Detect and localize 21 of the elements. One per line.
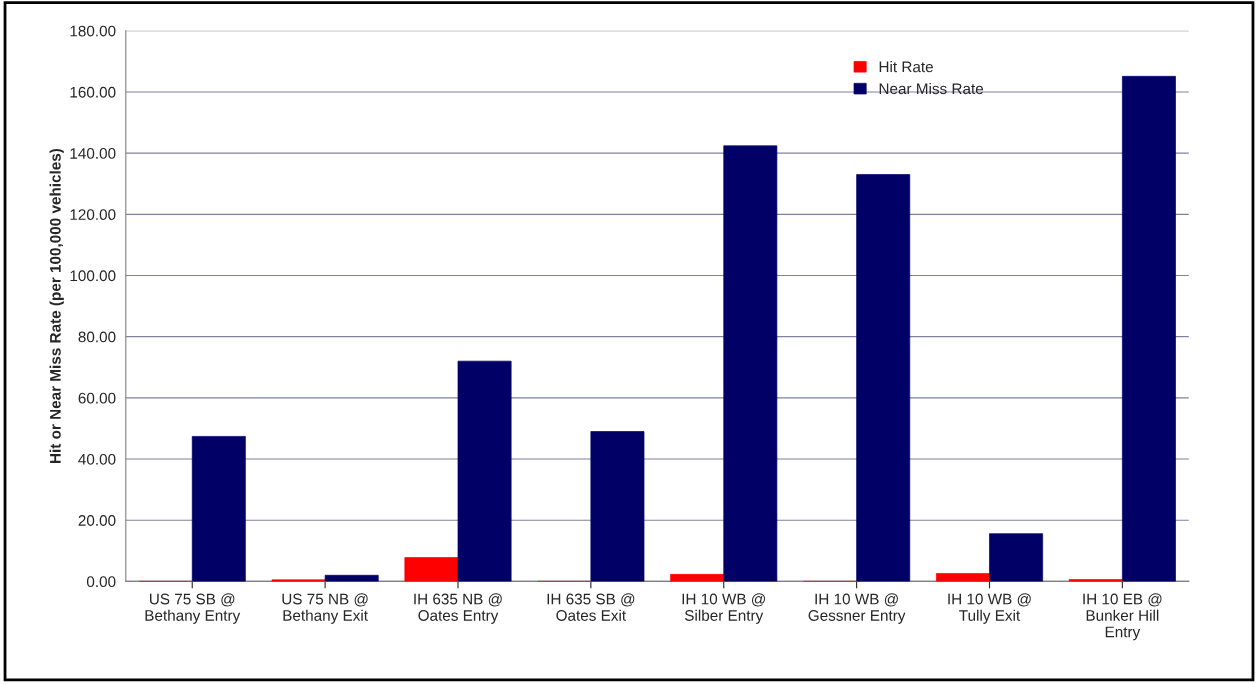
legend-label: Hit Rate [879, 61, 933, 73]
x-tick-label: IH 10 WB @ Silber Entry [682, 593, 765, 624]
y-tick-label: 180.00 [70, 25, 116, 37]
x-tick-label: US 75 SB @ Bethany Entry [145, 593, 241, 624]
x-tick-label: IH 635 SB @ Oates Exit [547, 593, 635, 621]
y-tick-label: 100.00 [70, 270, 116, 282]
y-tick-label: 0.00 [86, 576, 116, 588]
y-axis-title: Hit or Near Miss Rate (per 100,000 vehicles) [49, 148, 64, 463]
y-tick-label: 80.00 [78, 331, 116, 343]
y-tick-label: 40.00 [78, 453, 116, 465]
y-tick-label: 160.00 [70, 86, 116, 98]
y-tick-label: 60.00 [78, 392, 116, 404]
y-tick-label: 120.00 [70, 209, 116, 221]
x-tick-label: US 75 NB @ Bethany Exit [282, 593, 368, 624]
x-tick-label: IH 10 WB @ Gessner Entry [808, 593, 906, 624]
legend-label: Near Miss Rate [879, 82, 984, 95]
x-tick-label: IH 635 NB @ Oates Entry [414, 593, 502, 624]
y-tick-label: 140.00 [70, 148, 116, 159]
y-tick-label: 20.00 [78, 515, 116, 526]
x-tick-label: IH 10 WB @ Tully Exit [948, 593, 1031, 624]
x-tick-label: IH 10 EB @ Bunker Hill Entry [1083, 593, 1162, 641]
